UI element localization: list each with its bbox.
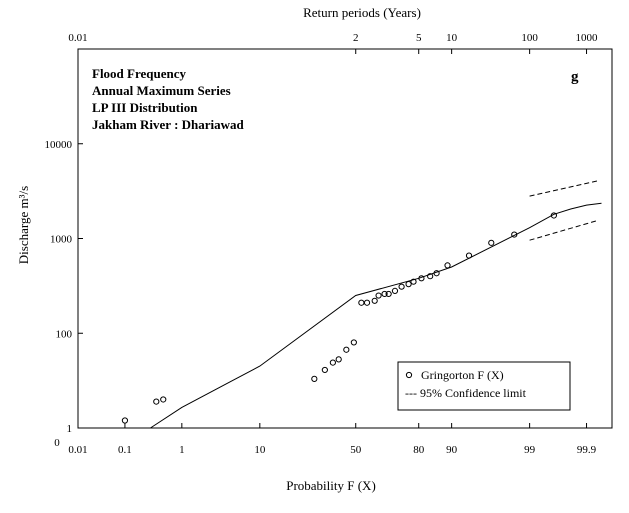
legend-box [397,361,571,411]
chart-title-line-1: Flood Frequency [92,66,187,81]
data-point [371,297,378,304]
x-tick-extra-label: 0 [54,437,60,449]
data-point [375,292,382,299]
data-point [160,396,167,403]
y-tick-label: 1000 [50,234,73,246]
top-tick-label: 100 [521,32,538,44]
data-point [488,239,495,246]
confidence-limit-line [529,220,598,241]
fitted-curve [150,202,602,429]
x-tick-label: 0.1 [118,444,132,456]
x-tick-label: 80 [413,444,425,456]
top-tick-label: 1000 [576,32,599,44]
data-point [391,287,399,294]
y-tick-label: 100 [56,328,73,340]
x-tick-label: 99.9 [577,444,597,456]
chart-title-line-2: Annual Maximum Series [92,83,231,98]
y-tick-label: 10000 [45,139,73,151]
data-point [329,359,336,366]
top-tick-label: 5 [416,32,422,44]
data-point [121,417,129,424]
legend-label-gringorton: Gringorton F (X) [421,368,504,382]
top-tick-label: 0.01 [68,32,87,44]
data-point [343,346,350,353]
data-point [335,356,342,363]
y-tick-label: 1 [67,423,73,435]
top-axis-label: Return periods (Years) [303,5,421,20]
data-point [427,273,434,280]
top-tick-label: 10 [446,32,458,44]
x-tick-label: 90 [446,444,458,456]
x-tick-label: 10 [254,444,266,456]
x-tick-label: 0.01 [68,444,87,456]
x-tick-label: 1 [179,444,185,456]
data-point [385,290,392,298]
y-axis-label: Discharge m³/s [16,186,31,264]
data-point [311,375,318,382]
data-point [321,366,328,374]
legend-circle-marker [405,371,413,379]
x-tick-label: 99 [524,444,536,456]
chart-title-line-3: LP III Distribution [92,100,198,115]
legend-label-confidence: --- 95% Confidence limit [405,386,527,400]
data-point [444,262,451,269]
data-point [153,398,160,405]
data-point [410,278,417,285]
data-point [350,339,357,346]
data-point [381,290,388,298]
confidence-limit-line [529,180,598,197]
x-axis-label: Probability F (X) [286,478,376,493]
data-point [358,299,365,306]
top-tick-label: 2 [353,32,359,44]
chart-title-line-4: Jakham River : Dhariawad [92,117,245,132]
data-point [398,283,405,290]
data-point [405,281,412,288]
legend: Gringorton F (X) --- 95% Confidence limi… [397,361,571,411]
panel-label: g [571,69,579,85]
data-point [363,299,371,306]
x-tick-label: 50 [350,444,362,456]
